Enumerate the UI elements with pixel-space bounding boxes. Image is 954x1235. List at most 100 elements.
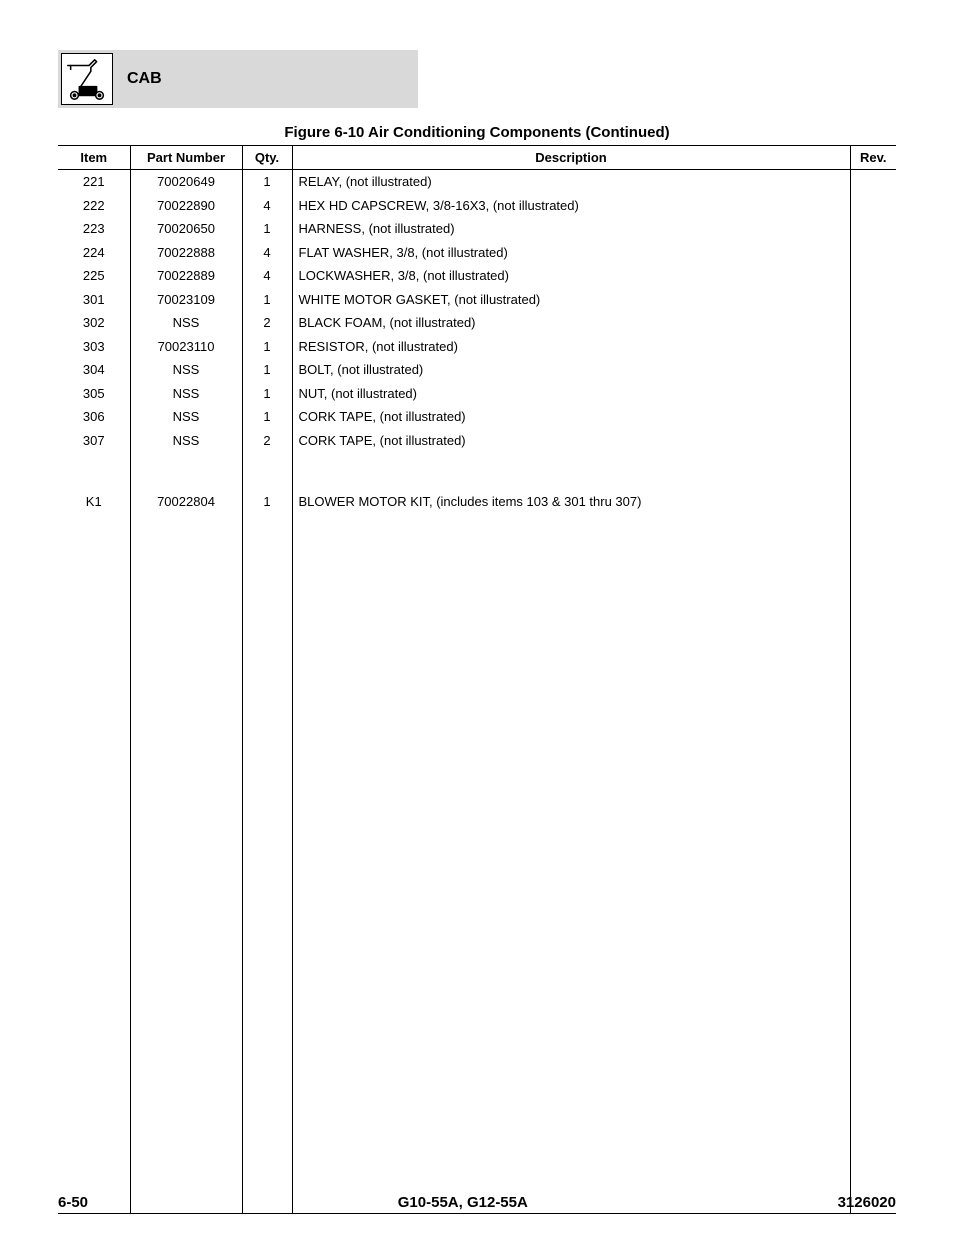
cell-item: 222 — [58, 194, 130, 218]
page-footer: 6-50 G10-55A, G12-55A 3126020 — [58, 1194, 896, 1211]
cell-qty: 1 — [242, 382, 292, 406]
cell-part: 70023110 — [130, 335, 242, 359]
cell-part: NSS — [130, 358, 242, 382]
cell-item: K1 — [58, 490, 130, 514]
cell-rev — [850, 358, 896, 382]
cell-qty: 1 — [242, 490, 292, 514]
cell-rev — [850, 382, 896, 406]
table-header-row: Item Part Number Qty. Description Rev. — [58, 146, 896, 170]
spacer-row — [58, 452, 896, 490]
parts-table: Item Part Number Qty. Description Rev. 2… — [58, 145, 896, 1214]
section-title: CAB — [127, 70, 162, 88]
col-header-desc: Description — [292, 146, 850, 170]
cell-rev — [850, 288, 896, 312]
cell-qty: 1 — [242, 405, 292, 429]
cell-rev — [850, 194, 896, 218]
table-row: 224700228884FLAT WASHER, 3/8, (not illus… — [58, 241, 896, 265]
spacer-cell — [850, 452, 896, 490]
table-row: 221700206491RELAY, (not illustrated) — [58, 170, 896, 194]
footer-doc: 3126020 — [838, 1194, 896, 1211]
cell-desc: CORK TAPE, (not illustrated) — [292, 405, 850, 429]
pad-cell — [58, 514, 130, 1214]
cell-item: 303 — [58, 335, 130, 359]
table-row: 222700228904HEX HD CAPSCREW, 3/8-16X3, (… — [58, 194, 896, 218]
table-row: 307NSS2CORK TAPE, (not illustrated) — [58, 429, 896, 453]
cell-rev — [850, 264, 896, 288]
cell-item: 304 — [58, 358, 130, 382]
col-header-qty: Qty. — [242, 146, 292, 170]
cell-item: 223 — [58, 217, 130, 241]
cell-part: 70020650 — [130, 217, 242, 241]
table-row: K1700228041BLOWER MOTOR KIT, (includes i… — [58, 490, 896, 514]
col-header-item: Item — [58, 146, 130, 170]
spacer-cell — [242, 452, 292, 490]
cell-item: 306 — [58, 405, 130, 429]
cell-qty: 1 — [242, 288, 292, 312]
table-row: 305NSS1NUT, (not illustrated) — [58, 382, 896, 406]
cell-part: NSS — [130, 405, 242, 429]
cell-part: NSS — [130, 311, 242, 335]
cell-item: 224 — [58, 241, 130, 265]
table-row: 301700231091WHITE MOTOR GASKET, (not ill… — [58, 288, 896, 312]
cell-desc: NUT, (not illustrated) — [292, 382, 850, 406]
cell-rev — [850, 241, 896, 265]
cell-item: 305 — [58, 382, 130, 406]
cell-part: 70022888 — [130, 241, 242, 265]
cell-qty: 2 — [242, 429, 292, 453]
cell-desc: LOCKWASHER, 3/8, (not illustrated) — [292, 264, 850, 288]
cell-part: 70023109 — [130, 288, 242, 312]
cell-item: 307 — [58, 429, 130, 453]
cell-desc: HARNESS, (not illustrated) — [292, 217, 850, 241]
spacer-cell — [58, 452, 130, 490]
header-bar: CAB — [58, 50, 418, 108]
figure-caption: Figure 6-10 Air Conditioning Components … — [58, 124, 896, 141]
cell-part: NSS — [130, 429, 242, 453]
cell-part: 70020649 — [130, 170, 242, 194]
cell-desc: BLOWER MOTOR KIT, (includes items 103 & … — [292, 490, 850, 514]
cell-desc: FLAT WASHER, 3/8, (not illustrated) — [292, 241, 850, 265]
pad-cell — [292, 514, 850, 1214]
cell-item: 221 — [58, 170, 130, 194]
cell-rev — [850, 311, 896, 335]
cell-rev — [850, 217, 896, 241]
cell-rev — [850, 405, 896, 429]
cell-desc: RESISTOR, (not illustrated) — [292, 335, 850, 359]
table-row: 225700228894LOCKWASHER, 3/8, (not illust… — [58, 264, 896, 288]
cell-qty: 4 — [242, 241, 292, 265]
table-row: 304NSS1BOLT, (not illustrated) — [58, 358, 896, 382]
cell-rev — [850, 429, 896, 453]
cell-item: 302 — [58, 311, 130, 335]
cell-desc: BOLT, (not illustrated) — [292, 358, 850, 382]
pad-cell — [242, 514, 292, 1214]
cell-qty: 1 — [242, 358, 292, 382]
telehandler-icon — [61, 53, 113, 105]
spacer-cell — [292, 452, 850, 490]
cell-part: 70022890 — [130, 194, 242, 218]
cell-qty: 1 — [242, 170, 292, 194]
table-row: 223700206501HARNESS, (not illustrated) — [58, 217, 896, 241]
cell-part: 70022889 — [130, 264, 242, 288]
cell-rev — [850, 490, 896, 514]
cell-part: 70022804 — [130, 490, 242, 514]
cell-desc: WHITE MOTOR GASKET, (not illustrated) — [292, 288, 850, 312]
cell-qty: 4 — [242, 194, 292, 218]
table-row: 302NSS2BLACK FOAM, (not illustrated) — [58, 311, 896, 335]
cell-desc: BLACK FOAM, (not illustrated) — [292, 311, 850, 335]
cell-rev — [850, 335, 896, 359]
cell-part: NSS — [130, 382, 242, 406]
col-header-rev: Rev. — [850, 146, 896, 170]
table-row: 306NSS1CORK TAPE, (not illustrated) — [58, 405, 896, 429]
table-row: 303700231101RESISTOR, (not illustrated) — [58, 335, 896, 359]
footer-model: G10-55A, G12-55A — [398, 1194, 528, 1211]
pad-cell — [850, 514, 896, 1214]
cell-qty: 4 — [242, 264, 292, 288]
cell-rev — [850, 170, 896, 194]
cell-desc: RELAY, (not illustrated) — [292, 170, 850, 194]
cell-qty: 1 — [242, 217, 292, 241]
footer-page: 6-50 — [58, 1194, 88, 1211]
cell-qty: 1 — [242, 335, 292, 359]
cell-item: 301 — [58, 288, 130, 312]
cell-desc: HEX HD CAPSCREW, 3/8-16X3, (not illustra… — [292, 194, 850, 218]
cell-item: 225 — [58, 264, 130, 288]
cell-qty: 2 — [242, 311, 292, 335]
